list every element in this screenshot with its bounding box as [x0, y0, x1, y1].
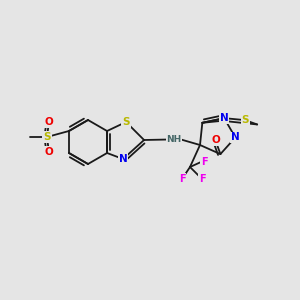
- Text: S: S: [242, 115, 249, 125]
- Text: F: F: [199, 174, 205, 184]
- Text: N: N: [119, 154, 128, 164]
- Text: S: S: [43, 132, 51, 142]
- Text: O: O: [45, 147, 53, 157]
- Text: F: F: [179, 174, 185, 184]
- Text: N: N: [231, 133, 240, 142]
- Text: O: O: [45, 117, 53, 127]
- Text: N: N: [220, 113, 229, 123]
- Text: O: O: [211, 135, 220, 145]
- Text: NH: NH: [167, 135, 182, 144]
- Text: F: F: [201, 157, 207, 167]
- Text: S: S: [122, 117, 130, 127]
